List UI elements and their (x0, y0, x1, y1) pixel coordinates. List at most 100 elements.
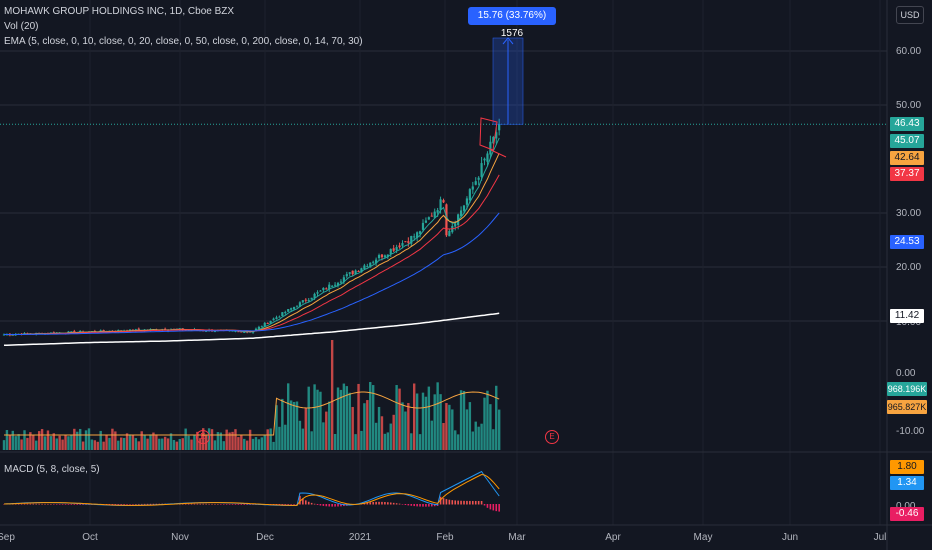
macd-histogram-bar (290, 504, 292, 505)
macd-histogram-bar (234, 504, 237, 505)
candle-body (272, 318, 275, 321)
macd-histogram-bar (32, 503, 35, 505)
volume-bar (330, 340, 334, 450)
macd-histogram-bar (395, 503, 398, 505)
candle-body (278, 316, 281, 318)
macd-histogram-bar (381, 501, 383, 505)
macd-histogram-bar (319, 504, 322, 506)
macd-histogram-bar (460, 500, 462, 505)
volume-bar (462, 390, 466, 450)
volume-bar (398, 388, 401, 450)
time-label-oct: Oct (82, 532, 98, 543)
macd-histogram-bar (149, 503, 152, 505)
candle-body (287, 309, 290, 312)
volume-bar (424, 396, 428, 450)
volume-bar (454, 430, 457, 450)
volume-bar (325, 411, 328, 450)
volume-bar (345, 386, 349, 450)
volume-bar (29, 432, 32, 450)
symbol-legend[interactable]: MOHAWK GROUP HOLDINGS INC, 1D, Cboe BZX (4, 6, 235, 17)
macd-signal-tag: 1.80 (890, 460, 924, 474)
macd-histogram-bar (26, 503, 29, 505)
currency-button[interactable]: USD (896, 6, 924, 24)
candle-body (486, 153, 489, 162)
time-label-sep: Sep (0, 532, 15, 543)
candle-body (263, 322, 266, 327)
volume-legend[interactable]: Vol (20) (4, 21, 39, 32)
volume-bar (61, 439, 64, 450)
volume-bar (152, 432, 155, 450)
volume-bar (5, 430, 9, 450)
macd-histogram-bar (64, 504, 67, 505)
macd-histogram-bar (47, 503, 49, 505)
volume-bar (436, 382, 439, 450)
macd-histogram-bar (454, 500, 457, 505)
earnings-marker-upcoming[interactable]: E (545, 430, 559, 444)
macd-histogram-bar (307, 501, 310, 505)
candle-body (454, 223, 457, 227)
macd-histogram-bar (196, 503, 199, 505)
macd-histogram-bar (108, 504, 111, 505)
ema10-tag: 42.64 (890, 151, 924, 165)
macd-histogram-bar (428, 504, 430, 507)
volume-bar (128, 434, 132, 450)
volume-bar (161, 438, 164, 450)
macd-histogram-bar (331, 504, 333, 507)
macd-legend[interactable]: MACD (5, 8, close, 5) (4, 464, 100, 475)
macd-histogram-bar (143, 503, 146, 505)
volume-bar (377, 406, 381, 450)
macd-histogram-bar (372, 502, 374, 505)
candle-body (342, 277, 345, 283)
volume-bar (184, 428, 187, 450)
candle-body (237, 331, 240, 333)
macd-histogram-bar (243, 504, 246, 505)
macd-histogram-bar (17, 503, 20, 505)
candle-body (292, 306, 296, 310)
macd-histogram-bar (392, 502, 395, 505)
candle-body (421, 222, 425, 230)
volume-bar (228, 432, 231, 450)
volume-bar (459, 390, 463, 450)
macd-histogram-bar (474, 500, 477, 505)
volume-bar (240, 434, 243, 450)
volume-bar (2, 440, 6, 450)
volume-bar (278, 426, 281, 450)
candle-body (471, 186, 474, 190)
volume-bar (389, 423, 392, 450)
volume-bar (407, 403, 410, 450)
price-tick-20: 20.00 (896, 262, 922, 273)
candle-body (231, 330, 234, 332)
macd-histogram-bar (413, 504, 415, 507)
macd-histogram-bar (67, 504, 70, 505)
macd-histogram-bar (35, 503, 38, 505)
candle-body (413, 236, 416, 238)
measure-arrowhead (502, 37, 514, 45)
macd-histogram-bar (401, 504, 404, 505)
macd-histogram-bar (389, 502, 392, 505)
candle-body (331, 285, 334, 287)
volume-bar (37, 431, 41, 450)
candle-body (213, 331, 217, 333)
ema-legend[interactable]: EMA (5, close, 0, 10, close, 0, 20, clos… (4, 36, 363, 47)
macd-histogram-bar (369, 502, 372, 505)
candle-body (427, 217, 430, 220)
volume-bar (90, 439, 94, 450)
macd-histogram-bar (41, 503, 43, 505)
volume-bar (333, 433, 337, 450)
volume-bar (339, 389, 343, 450)
macd-histogram-bar (299, 495, 301, 505)
volume-bar (319, 391, 322, 450)
macd-histogram-bar (187, 503, 190, 505)
candle-body (398, 245, 401, 248)
macd-histogram-bar (132, 504, 134, 505)
volume-bar (386, 432, 390, 450)
volume-bar (439, 394, 442, 450)
macd-histogram-bar (246, 504, 248, 505)
volume-bar (43, 436, 47, 450)
volume-bar (14, 436, 17, 450)
volume-bar (222, 441, 225, 450)
volume-bar (163, 436, 167, 450)
earnings-marker[interactable]: E (196, 430, 210, 444)
volume-bar (114, 431, 117, 450)
